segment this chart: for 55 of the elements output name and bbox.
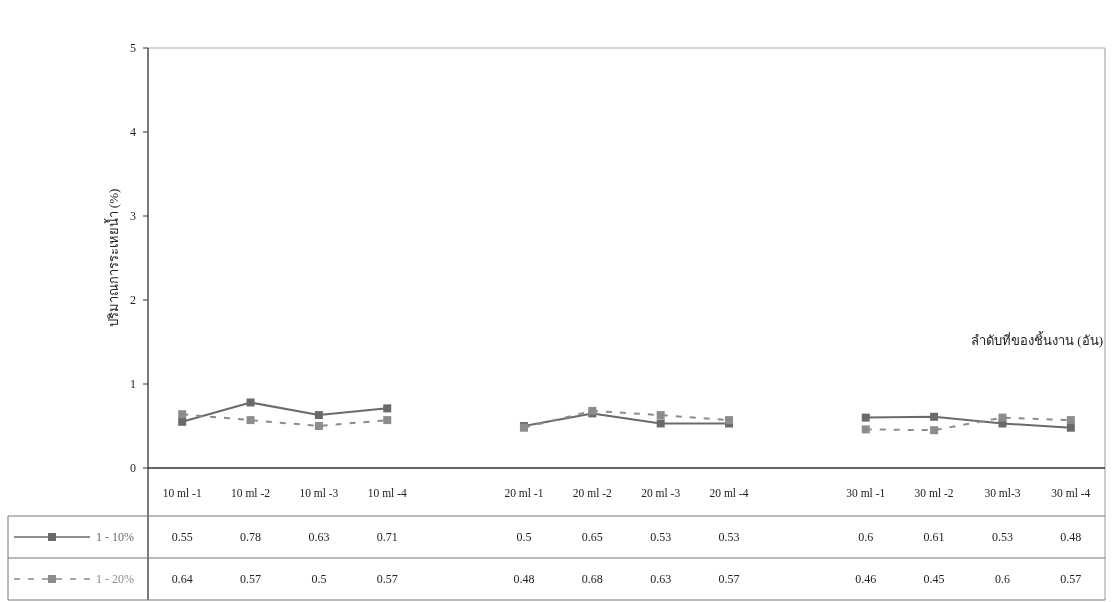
point bbox=[314, 422, 323, 430]
x-tick-label: 30 ml-3 bbox=[984, 487, 1021, 499]
point bbox=[930, 426, 939, 435]
x-tick-label: 20 ml -4 bbox=[709, 487, 749, 499]
x-tick-label: 30 ml -4 bbox=[1051, 487, 1091, 499]
x-tick-label: 20 ml -3 bbox=[641, 487, 681, 499]
x-tick-label: 30 ml -2 bbox=[914, 487, 954, 499]
point bbox=[178, 410, 187, 419]
point bbox=[656, 411, 665, 420]
point bbox=[246, 398, 255, 407]
point bbox=[383, 416, 392, 425]
data-label: 0.55 bbox=[171, 530, 193, 544]
x-tick-label: 10 ml -4 bbox=[367, 487, 407, 499]
data-label: 0.63 bbox=[650, 572, 672, 586]
point bbox=[383, 404, 392, 413]
data-label: 0.53 bbox=[650, 530, 672, 544]
data-label: 0.68 bbox=[581, 572, 603, 586]
data-label: 0.53 bbox=[718, 530, 740, 544]
data-label: 0.5 bbox=[311, 572, 327, 586]
x-tick-label: 30 ml -1 bbox=[846, 487, 886, 499]
x-tick-label: 10 ml -1 bbox=[162, 487, 202, 499]
point bbox=[861, 425, 870, 434]
data-label: 0.53 bbox=[991, 530, 1013, 544]
point bbox=[656, 419, 665, 428]
point bbox=[246, 416, 255, 425]
data-label: 0.6 bbox=[994, 572, 1010, 586]
point bbox=[998, 413, 1007, 422]
y-axis-title: ปริมาณการระเหยน้ำ (%) bbox=[104, 188, 121, 328]
point bbox=[314, 411, 323, 420]
data-label: 0.61 bbox=[923, 530, 945, 544]
data-label: 0.48 bbox=[1060, 530, 1082, 544]
data-label: 0.71 bbox=[376, 530, 398, 544]
x-tick-label: 20 ml -1 bbox=[504, 487, 544, 499]
data-label: 0.64 bbox=[171, 572, 193, 586]
data-label: 0.57 bbox=[240, 572, 262, 586]
point bbox=[861, 413, 870, 422]
data-label: 0.63 bbox=[308, 530, 330, 544]
data-label: 0.57 bbox=[376, 572, 398, 586]
data-label: 0.48 bbox=[513, 572, 535, 586]
x-axis-title: ลำดับที่ของชิ้นงาน (อัน) bbox=[971, 331, 1103, 348]
x-tick-label: 10 ml -3 bbox=[299, 487, 339, 499]
data-label: 0.46 bbox=[855, 572, 877, 586]
data-label: 0.5 bbox=[516, 530, 532, 544]
data-label: 0.57 bbox=[1060, 572, 1082, 586]
point bbox=[930, 412, 939, 421]
point bbox=[1066, 416, 1075, 425]
point bbox=[1066, 423, 1075, 432]
data-label: 0.57 bbox=[718, 572, 740, 586]
data-label: 0.65 bbox=[581, 530, 603, 544]
point bbox=[178, 417, 187, 426]
data-label: 0.45 bbox=[923, 572, 945, 586]
data-label: 0.78 bbox=[240, 530, 262, 544]
data-label: 0.6 bbox=[858, 530, 874, 544]
x-tick-label: 20 ml -2 bbox=[572, 487, 613, 499]
x-tick-label: 10 ml -2 bbox=[231, 487, 271, 499]
